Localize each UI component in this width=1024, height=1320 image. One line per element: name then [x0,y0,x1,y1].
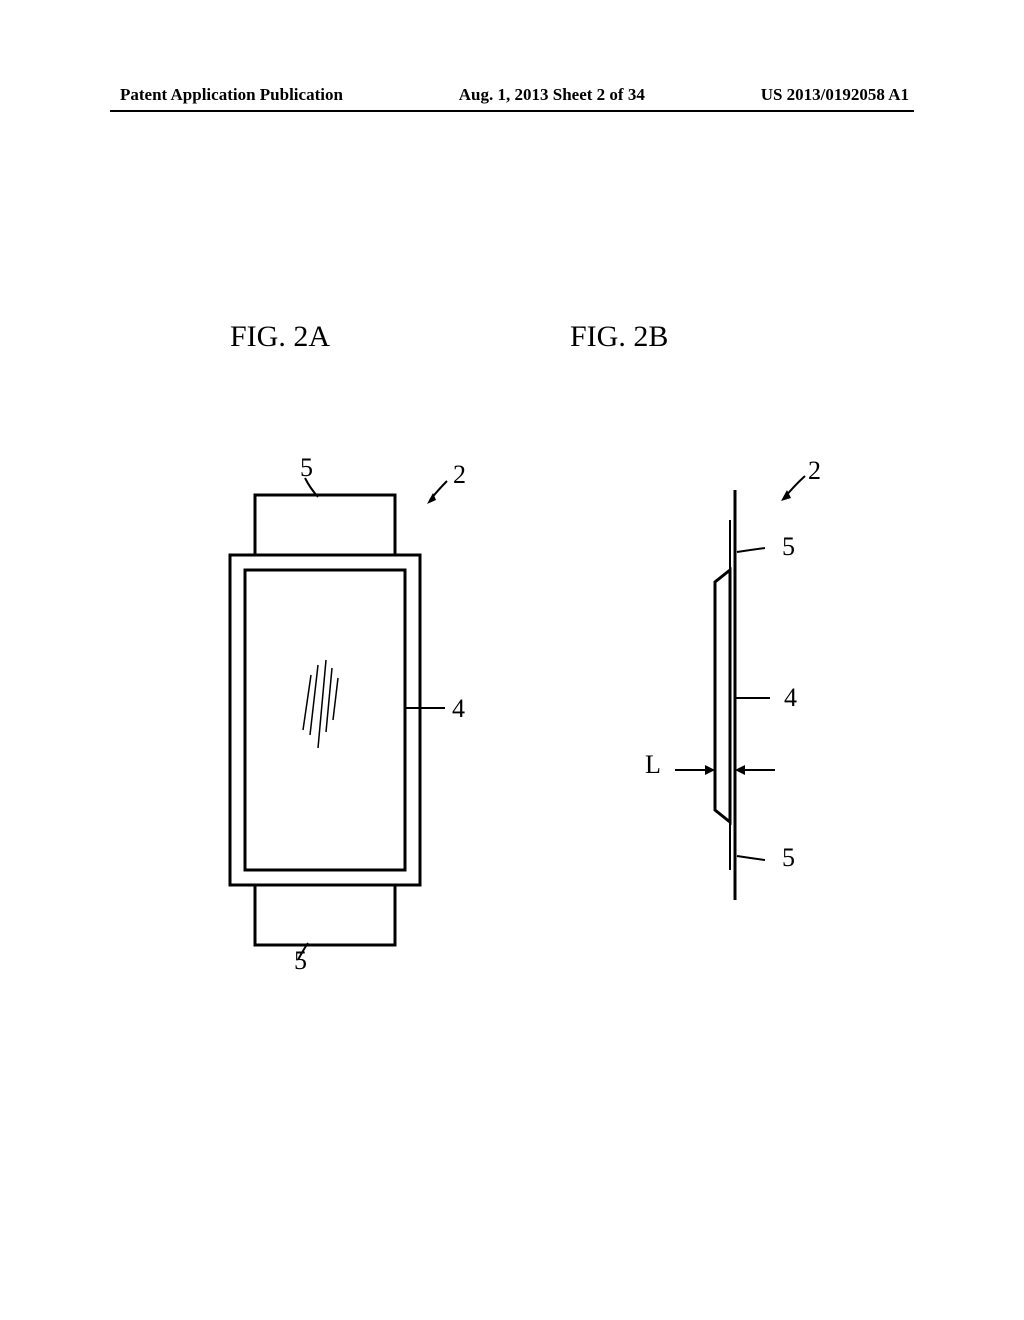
fig2b-ref-4: 4 [784,683,797,713]
fig2b-ref-5-top: 5 [782,532,795,562]
fig-2a-drawing [190,470,490,960]
fig2a-ref-5-top: 5 [300,453,313,483]
fig2a-ref-4: 4 [452,694,465,724]
fig2b-ref-5-bot: 5 [782,843,795,873]
fig-2b-drawing [620,470,850,920]
header-center: Aug. 1, 2013 Sheet 2 of 34 [459,85,645,105]
header-right: US 2013/0192058 A1 [761,85,909,105]
header-left: Patent Application Publication [120,85,343,105]
fig2a-ref-5-bot: 5 [294,946,307,976]
page-header: Patent Application Publication Aug. 1, 2… [0,85,1024,105]
fig2a-ref-2: 2 [453,460,466,490]
fig-2a-label: FIG. 2A [230,320,330,354]
fig2b-ref-2: 2 [808,456,821,486]
header-divider [110,110,914,112]
fig-2b-label: FIG. 2B [570,320,668,354]
fig2b-ref-L: L [645,750,661,780]
